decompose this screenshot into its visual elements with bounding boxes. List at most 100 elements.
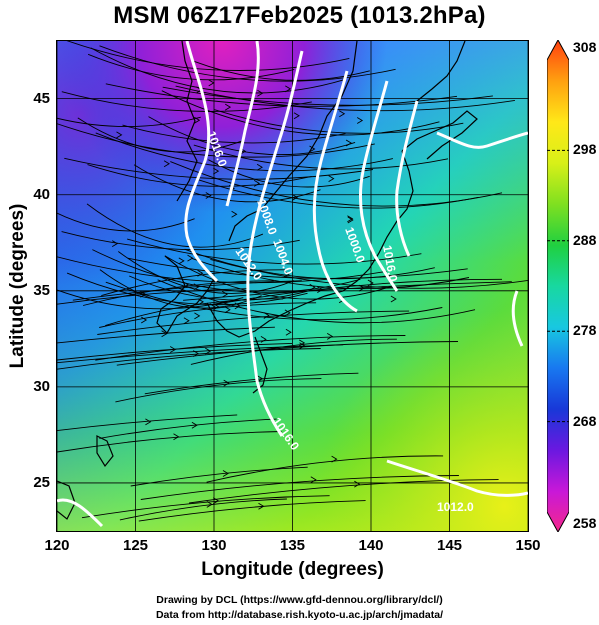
streamline — [119, 498, 287, 521]
streamline-arrow — [140, 316, 148, 324]
streamline — [97, 310, 410, 335]
streamline-arrow — [354, 480, 361, 488]
y-tick-label: 30 — [33, 377, 50, 395]
colorbar-gradient — [547, 40, 569, 532]
streamline-arrow — [285, 328, 292, 336]
streamline — [213, 109, 464, 134]
streamline — [61, 231, 300, 251]
streamline — [57, 342, 293, 361]
contour-label: 1012.0 — [437, 500, 474, 514]
streamline — [99, 45, 396, 82]
streamline-arrow — [310, 476, 317, 484]
x-tick-label: 125 — [122, 537, 149, 554]
streamline — [116, 341, 459, 366]
contour-label: 1016.0 — [380, 244, 400, 283]
streamline — [190, 338, 397, 365]
streamline-arrow — [253, 180, 261, 187]
streamline — [206, 455, 444, 483]
streamline-arrow — [223, 379, 230, 387]
x-tick-label: 130 — [201, 537, 227, 554]
streamline — [210, 258, 528, 289]
streamline — [130, 466, 308, 487]
streamline — [57, 348, 321, 370]
streamline — [66, 272, 308, 306]
streamline-arrow — [183, 317, 190, 325]
streamline-arrow — [284, 309, 291, 317]
y-axis-label: Latitude (degrees) — [7, 203, 28, 369]
streamline-arrow — [116, 131, 123, 139]
streamline-arrow — [222, 470, 229, 477]
streamline — [208, 159, 370, 188]
streamline — [64, 157, 373, 180]
streamline — [57, 414, 238, 432]
streamline-arrow — [328, 175, 335, 182]
streamline — [66, 41, 350, 71]
colorbar-tick-label: 278 — [573, 322, 597, 339]
streamline — [57, 344, 344, 364]
streamline-arrow — [224, 103, 232, 111]
streamline — [82, 280, 274, 306]
streamline-arrow — [293, 112, 300, 120]
streamline — [127, 257, 468, 279]
x-tick-label: 135 — [279, 537, 306, 554]
streamline — [115, 378, 322, 403]
colorbar-tick-label: 298 — [573, 141, 597, 158]
colorbar-tick-label: 288 — [573, 231, 597, 248]
streamline — [95, 335, 406, 361]
streamline — [191, 257, 470, 290]
y-tick-label: 35 — [33, 281, 50, 299]
streamline-arrow — [231, 210, 238, 218]
streamline-arrow — [187, 254, 194, 262]
streamline-arrow — [291, 194, 298, 201]
streamline — [57, 326, 275, 344]
y-tick-label: 40 — [33, 185, 50, 203]
colorbar-tick-label: 308 — [573, 39, 597, 55]
streamline — [61, 91, 312, 112]
streamline-arrow — [212, 497, 220, 505]
streamline-arrow — [258, 502, 265, 510]
colorbar-tick-label: 258 — [573, 515, 597, 531]
streamline — [86, 203, 264, 248]
credit-drawing: Drawing by DCL (https://www.gfd-dennou.o… — [156, 594, 443, 606]
streamline — [214, 278, 503, 305]
streamline-arrow — [205, 347, 212, 355]
streamline-arrow — [178, 257, 185, 265]
streamline-arrow — [161, 330, 168, 338]
streamline-arrow — [163, 160, 170, 168]
streamline-arrow — [356, 117, 364, 124]
colorbar — [547, 40, 569, 532]
streamline-arrow — [260, 336, 267, 343]
streamline-arrow — [390, 295, 397, 303]
streamline — [140, 475, 459, 500]
streamline — [101, 269, 286, 297]
streamline-arrow — [173, 433, 180, 441]
streamline-arrow — [194, 312, 201, 320]
map-plot-area: 1016.0 1012.0 1008.0 1004.0 1000.0 1016.0 1012… — [56, 40, 529, 532]
streamline — [175, 85, 515, 112]
streamline-arrow — [197, 269, 204, 277]
credit-data: Data from http://database.rish.kyoto-u.a… — [155, 609, 444, 621]
streamline — [57, 431, 282, 453]
streamline — [95, 132, 393, 172]
x-tick-label: 150 — [515, 537, 541, 554]
streamline — [99, 418, 277, 439]
streamline — [105, 83, 458, 107]
streamline — [157, 279, 476, 324]
colorbar-tick-label: 268 — [573, 412, 597, 429]
chart-title: MSM 06Z17Feb2025 (1013.2hPa) — [113, 2, 486, 29]
streamline — [198, 179, 479, 209]
streamline-arrow — [206, 501, 213, 508]
streamline — [148, 116, 356, 156]
streamline-arrow — [309, 145, 316, 153]
streamline — [184, 248, 435, 280]
streamline — [162, 86, 493, 106]
streamline-arrow — [224, 306, 231, 314]
streamline — [81, 495, 330, 519]
streamline-arrow — [347, 216, 354, 224]
streamline-arrow — [309, 283, 316, 291]
streamline — [193, 144, 449, 170]
streamline — [99, 269, 262, 309]
streamline-arrow — [256, 163, 263, 171]
streamline — [129, 275, 313, 301]
